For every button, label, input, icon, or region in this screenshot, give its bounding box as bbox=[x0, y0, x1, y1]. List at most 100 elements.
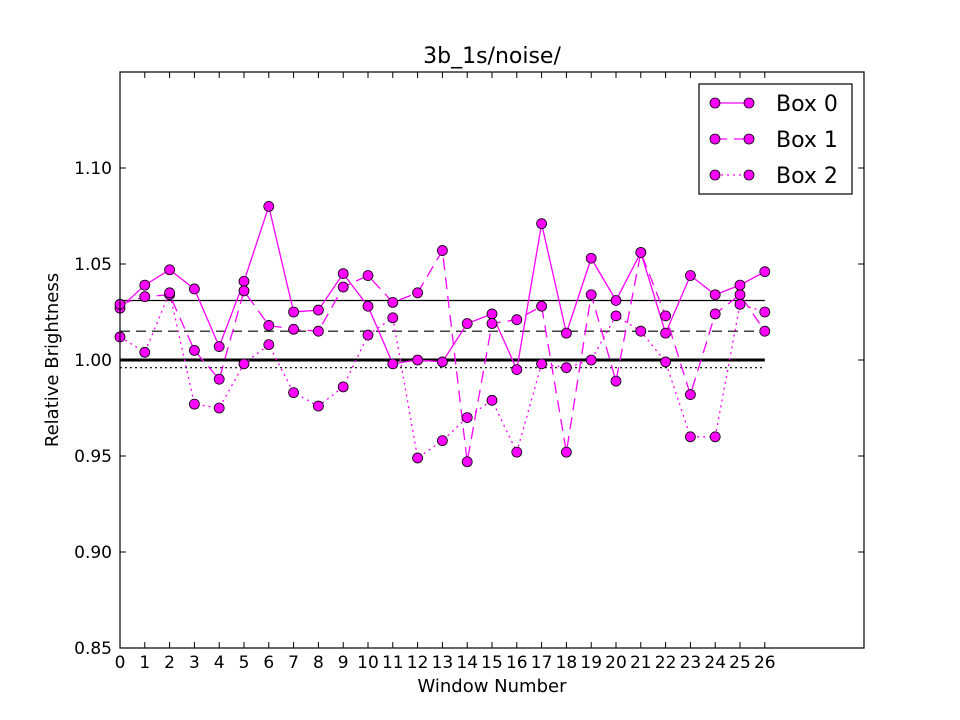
data-point bbox=[436, 245, 448, 256]
data-point bbox=[685, 270, 696, 281]
plot-frame bbox=[119, 71, 865, 649]
data-point bbox=[362, 300, 374, 312]
x-tick-label: 5 bbox=[239, 653, 250, 673]
data-point bbox=[288, 323, 300, 335]
data-point bbox=[461, 456, 473, 468]
data-point bbox=[362, 270, 374, 281]
data-point bbox=[759, 306, 771, 318]
data-point bbox=[486, 308, 498, 320]
data-point bbox=[288, 306, 300, 318]
data-point bbox=[164, 287, 176, 299]
x-tick-label: 20 bbox=[605, 653, 627, 673]
data-point bbox=[362, 329, 374, 341]
data-point bbox=[312, 325, 324, 337]
data-point bbox=[660, 310, 671, 322]
x-tick-label: 21 bbox=[630, 653, 652, 673]
data-point bbox=[635, 247, 647, 258]
series-2 bbox=[114, 287, 771, 464]
legend-label: Box 2 bbox=[776, 164, 838, 189]
x-tick-label: 7 bbox=[288, 653, 299, 673]
data-point bbox=[238, 285, 250, 297]
data-point bbox=[412, 452, 424, 464]
x-tick-label: 13 bbox=[432, 653, 454, 673]
x-tick-label: 6 bbox=[263, 653, 274, 673]
data-point bbox=[164, 264, 176, 276]
data-point bbox=[585, 354, 597, 366]
x-tick-label: 10 bbox=[357, 653, 379, 673]
legend-marker bbox=[743, 169, 755, 181]
data-point bbox=[709, 289, 721, 301]
data-point bbox=[759, 266, 771, 278]
data-point bbox=[561, 362, 572, 374]
data-point bbox=[511, 364, 523, 376]
data-point bbox=[412, 354, 424, 366]
x-tick-label: 15 bbox=[481, 653, 503, 673]
y-tick-label: 1.10 bbox=[74, 159, 112, 179]
data-point bbox=[610, 295, 622, 306]
data-point bbox=[337, 381, 349, 393]
x-tick-label: 9 bbox=[338, 653, 349, 673]
data-point bbox=[685, 389, 696, 400]
data-point bbox=[486, 394, 498, 406]
x-tick-label: 3 bbox=[189, 653, 200, 673]
data-point bbox=[461, 318, 473, 329]
data-point bbox=[734, 289, 746, 301]
data-point bbox=[734, 298, 746, 310]
data-point bbox=[288, 387, 300, 399]
x-tick-label: 11 bbox=[382, 653, 404, 673]
legend-label: Box 0 bbox=[776, 92, 838, 117]
data-point bbox=[263, 200, 275, 212]
data-point bbox=[436, 435, 448, 447]
data-point bbox=[387, 296, 399, 308]
data-point bbox=[139, 279, 151, 291]
data-point bbox=[709, 308, 721, 320]
data-point bbox=[188, 344, 200, 356]
data-point bbox=[238, 275, 250, 287]
data-point bbox=[585, 289, 597, 301]
data-point bbox=[536, 358, 547, 370]
y-tick-label: 1.05 bbox=[74, 255, 112, 275]
data-point bbox=[188, 283, 200, 295]
x-tick-label: 12 bbox=[407, 653, 429, 673]
legend-marker bbox=[709, 169, 721, 181]
data-point bbox=[660, 327, 671, 339]
data-point bbox=[585, 252, 597, 264]
x-tick-label: 8 bbox=[313, 653, 324, 673]
data-point bbox=[337, 268, 349, 280]
data-point bbox=[709, 431, 721, 443]
x-tick-label: 2 bbox=[164, 653, 175, 673]
data-point bbox=[610, 310, 622, 322]
x-axis-ticks: 0 1 2 3 4 5 6 7 8 9 10 11 12 13 14 15 16 17 18 19 20 21 22 23 24… bbox=[115, 72, 776, 673]
data-point bbox=[312, 304, 324, 316]
data-point bbox=[660, 356, 671, 368]
x-tick-label: 4 bbox=[214, 653, 225, 673]
legend: Box 0 Box 1 Box 2 bbox=[698, 83, 853, 195]
x-tick-label: 22 bbox=[655, 653, 677, 673]
legend-item-2: Box 2 bbox=[709, 164, 838, 189]
legend-item-0: Box 0 bbox=[709, 92, 838, 117]
data-point bbox=[511, 314, 523, 326]
x-tick-label: 24 bbox=[704, 653, 726, 673]
data-point bbox=[139, 291, 151, 303]
data-point bbox=[238, 358, 250, 370]
data-point bbox=[436, 356, 448, 368]
data-point bbox=[759, 325, 771, 337]
legend-label: Box 1 bbox=[776, 128, 838, 153]
data-point bbox=[461, 412, 473, 424]
series-1 bbox=[114, 245, 771, 468]
legend-marker bbox=[709, 133, 721, 145]
data-point bbox=[387, 312, 399, 324]
data-point bbox=[635, 325, 647, 337]
x-tick-label: 26 bbox=[754, 653, 776, 673]
x-tick-label: 16 bbox=[506, 653, 528, 673]
data-point bbox=[213, 402, 225, 414]
data-point bbox=[337, 281, 349, 293]
x-tick-label: 25 bbox=[729, 653, 751, 673]
data-point bbox=[213, 373, 225, 385]
data-point bbox=[685, 431, 696, 443]
x-axis-label: Window Number bbox=[417, 676, 567, 697]
legend-marker bbox=[743, 97, 755, 109]
data-point bbox=[561, 446, 572, 458]
series-layer bbox=[114, 200, 771, 468]
